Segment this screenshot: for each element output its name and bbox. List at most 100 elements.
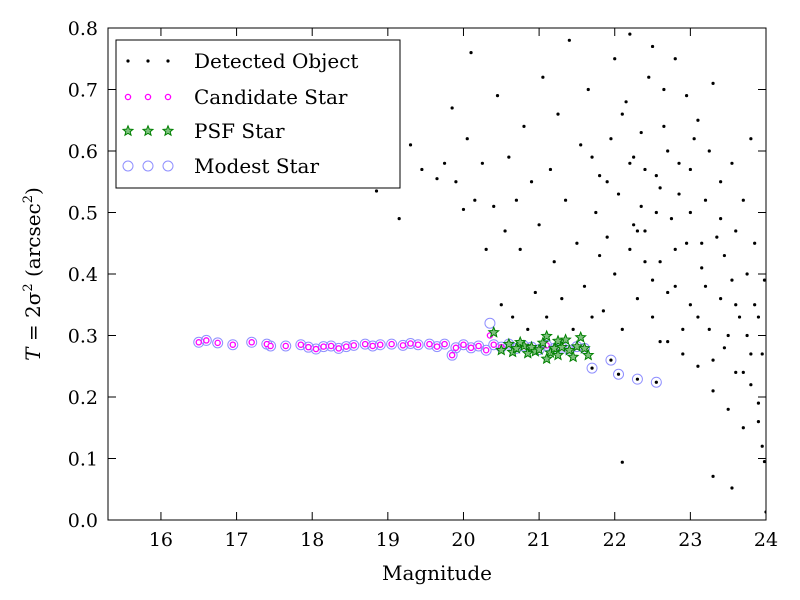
point-detected-object	[499, 303, 503, 307]
point-detected-object	[703, 198, 708, 202]
point-psf-star	[540, 352, 553, 365]
point-modest-star	[280, 340, 292, 352]
point-candidate-star	[305, 343, 312, 351]
point-psf-star	[495, 343, 508, 356]
legend-label-modest-star: Modest Star	[194, 154, 319, 178]
point-detected-object	[397, 217, 401, 221]
point-candidate-star	[195, 339, 203, 346]
point-detected-object	[734, 370, 738, 374]
y-tick-label: 0.7	[68, 80, 98, 102]
point-detected-object	[730, 486, 734, 490]
point-detected-object	[658, 260, 662, 264]
point-candidate-star	[214, 339, 221, 347]
point-detected-object	[507, 155, 511, 159]
point-candidate-star	[248, 339, 255, 346]
point-detected-object	[722, 346, 727, 350]
y-tick-label: 0.4	[68, 264, 98, 286]
point-detected-object	[495, 94, 500, 98]
point-detected-object	[688, 303, 692, 307]
x-tick-label: 19	[376, 529, 400, 551]
point-psf-star	[521, 346, 534, 359]
y-tick-label: 0.0	[68, 510, 98, 532]
point-modest-star	[586, 362, 598, 374]
y-axis-label-exponent: 2	[21, 283, 36, 291]
point-detected-object	[650, 44, 655, 49]
point-candidate-star	[350, 342, 358, 349]
point-detected-object	[688, 210, 692, 215]
legend-symbol-modest-star	[142, 160, 154, 172]
point-detected-object	[420, 167, 424, 172]
point-candidate-star	[460, 341, 467, 348]
point-detected-object	[533, 290, 537, 295]
point-candidate-star	[369, 342, 376, 350]
y-axis-label-equation: = 2σ	[21, 291, 45, 347]
point-psf-star	[570, 340, 584, 352]
x-tick-label: 21	[527, 529, 551, 551]
point-detected-object	[435, 177, 439, 181]
point-psf-star	[551, 334, 565, 347]
point-detected-object	[662, 87, 666, 92]
point-candidate-star	[267, 342, 274, 350]
point-detected-object	[650, 315, 655, 319]
point-modest-star	[439, 338, 451, 350]
point-detected-object	[749, 352, 753, 356]
point-candidate-star	[377, 341, 384, 348]
point-detected-object	[681, 327, 685, 331]
point-detected-object	[741, 370, 745, 374]
point-psf-star	[536, 336, 550, 349]
legend: Detected Object Candidate Star PSF Star …	[115, 39, 401, 189]
point-modest-star	[488, 339, 500, 351]
legend-marker-modest-star	[122, 160, 174, 172]
legend-symbol-detected-object	[146, 59, 150, 63]
point-detected-object	[696, 315, 700, 319]
point-candidate-star	[441, 340, 448, 348]
x-tick-label: 23	[678, 529, 702, 551]
point-detected-object	[737, 315, 742, 319]
point-detected-object	[703, 284, 708, 288]
point-detected-object	[688, 167, 692, 172]
point-candidate-star	[452, 344, 460, 352]
point-detected-object	[635, 297, 640, 301]
point-candidate-star	[327, 342, 335, 350]
point-detected-object	[598, 174, 602, 178]
point-detected-object	[492, 204, 496, 208]
y-tick-label: 0.3	[68, 326, 98, 348]
point-detected-object	[609, 358, 613, 362]
point-candidate-star	[229, 341, 237, 348]
point-modest-star	[246, 336, 258, 348]
y-axis-label: T = 2σ2 (arcsec2)	[21, 187, 45, 361]
point-candidate-star	[475, 342, 482, 350]
point-detected-object	[635, 229, 640, 233]
point-detected-object	[666, 290, 670, 295]
x-tick-label: 22	[603, 529, 627, 551]
series-psf-star	[487, 325, 595, 365]
point-detected-object	[548, 167, 553, 172]
point-detected-object	[616, 192, 621, 196]
point-detected-object	[537, 223, 541, 227]
point-detected-object	[628, 32, 632, 36]
point-detected-object	[454, 180, 458, 184]
legend-symbol-psf-star	[141, 124, 155, 137]
point-detected-object	[741, 426, 745, 430]
point-detected-object	[628, 247, 632, 251]
legend-marker-detected-object	[126, 59, 170, 63]
point-psf-star	[551, 348, 565, 361]
point-psf-star	[578, 341, 591, 354]
point-modest-star	[480, 344, 492, 356]
point-detected-object	[518, 247, 522, 251]
point-detected-object	[575, 241, 579, 245]
point-detected-object	[719, 297, 723, 301]
point-detected-object	[552, 260, 556, 264]
point-modest-star	[605, 354, 617, 366]
point-detected-object	[707, 327, 711, 331]
legend-symbol-psf-star	[121, 124, 135, 137]
point-detected-object	[700, 241, 704, 245]
point-modest-star	[450, 342, 462, 354]
legend-marker-psf-star	[121, 124, 175, 137]
point-detected-object	[756, 420, 761, 424]
legend-symbol-candidate-star	[144, 93, 152, 101]
point-detected-object	[605, 235, 609, 239]
y-tick-label: 0.8	[68, 18, 98, 40]
point-detected-object	[756, 315, 761, 319]
point-detected-object	[666, 149, 670, 153]
